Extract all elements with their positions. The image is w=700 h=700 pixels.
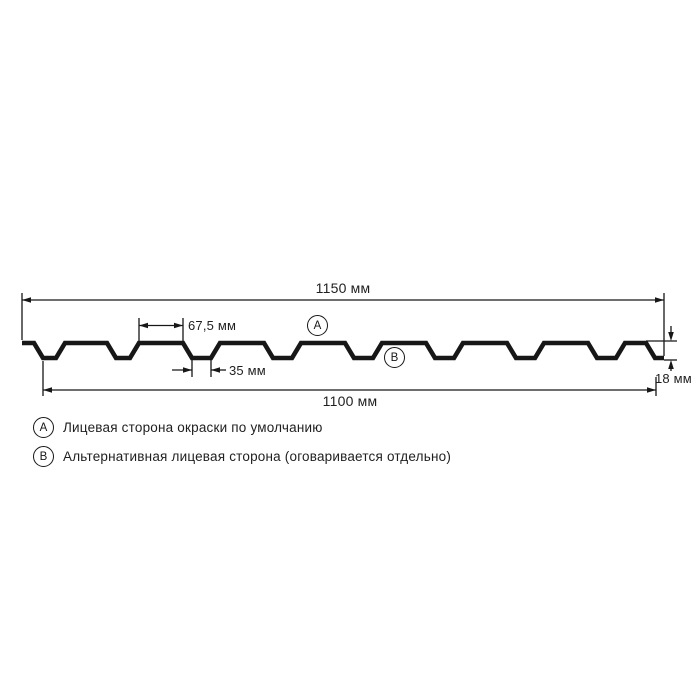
legend-marker-b-circle: B xyxy=(33,446,54,467)
dim-label-overall-width: 1150 мм xyxy=(315,280,371,296)
dim-label-rib-top-width: 67,5 мм xyxy=(188,318,237,333)
dim-cover-arrow-right xyxy=(647,387,656,393)
dim-label-rib-bottom-width: 35 мм xyxy=(229,363,266,378)
dim-ribbottom-arrow-right xyxy=(211,367,220,373)
dim-height-arrow-down xyxy=(668,332,674,341)
dim-height-arrow-up xyxy=(668,360,674,369)
legend-marker-a-circle: A xyxy=(33,417,54,438)
legend-text-a: Лицевая сторона окраски по умолчанию xyxy=(63,420,323,435)
dim-label-profile-height: 18 мм xyxy=(655,371,692,386)
dim-label-cover-width: 1100 мм xyxy=(322,393,378,409)
dim-overall-arrow-left xyxy=(22,297,31,303)
legend-item-a: A Лицевая сторона окраски по умолчанию xyxy=(33,417,323,438)
dim-ribtop-arrow-right xyxy=(174,322,183,329)
marker-a-circle: A xyxy=(307,315,328,336)
dim-ribtop-arrow-left xyxy=(139,322,148,329)
dim-ribbottom-arrow-left xyxy=(183,367,192,373)
marker-b-circle: B xyxy=(384,347,405,368)
dim-overall-arrow-right xyxy=(655,297,664,303)
profile-outline xyxy=(22,340,664,361)
dim-cover-arrow-left xyxy=(43,387,52,393)
legend-item-b: B Альтернативная лицевая сторона (оговар… xyxy=(33,446,451,467)
legend-text-b: Альтернативная лицевая сторона (оговарив… xyxy=(63,449,452,464)
